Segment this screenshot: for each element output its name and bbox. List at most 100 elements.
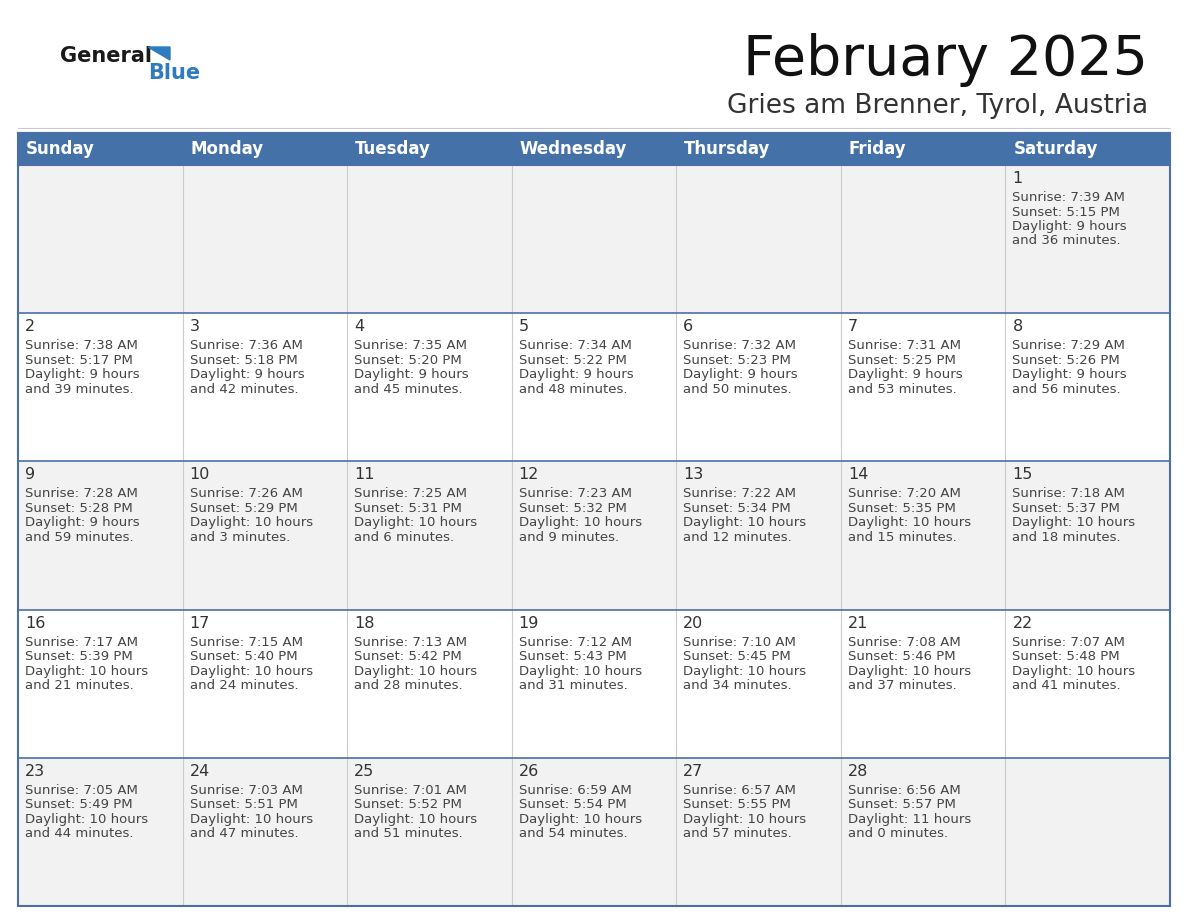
Text: Friday: Friday <box>849 140 906 158</box>
Text: 10: 10 <box>190 467 210 482</box>
Text: Daylight: 9 hours: Daylight: 9 hours <box>683 368 798 381</box>
Bar <box>676 313 841 462</box>
Text: Sunset: 5:37 PM: Sunset: 5:37 PM <box>1012 502 1120 515</box>
Text: and 41 minutes.: and 41 minutes. <box>1012 679 1121 692</box>
Text: Sunset: 5:48 PM: Sunset: 5:48 PM <box>1012 650 1120 663</box>
Text: 23: 23 <box>25 764 45 778</box>
Bar <box>512 313 676 462</box>
Text: Sunset: 5:20 PM: Sunset: 5:20 PM <box>354 353 462 366</box>
Text: Wednesday: Wednesday <box>519 140 627 158</box>
Text: Sunset: 5:29 PM: Sunset: 5:29 PM <box>190 502 297 515</box>
Text: 6: 6 <box>683 319 694 334</box>
Text: Daylight: 9 hours: Daylight: 9 hours <box>1012 368 1127 381</box>
Bar <box>347 313 512 462</box>
Text: Sunrise: 7:28 AM: Sunrise: 7:28 AM <box>25 487 138 500</box>
Text: 8: 8 <box>1012 319 1023 334</box>
Text: 3: 3 <box>190 319 200 334</box>
Text: Sunrise: 7:31 AM: Sunrise: 7:31 AM <box>848 339 961 353</box>
Text: and 15 minutes.: and 15 minutes. <box>848 531 956 543</box>
Text: 2: 2 <box>25 319 36 334</box>
Text: and 44 minutes.: and 44 minutes. <box>25 827 133 840</box>
Bar <box>183 165 347 313</box>
Text: 26: 26 <box>519 764 539 778</box>
Text: Daylight: 10 hours: Daylight: 10 hours <box>519 665 642 677</box>
Text: Daylight: 10 hours: Daylight: 10 hours <box>25 812 148 826</box>
Text: Sunset: 5:25 PM: Sunset: 5:25 PM <box>848 353 955 366</box>
Text: Sunset: 5:55 PM: Sunset: 5:55 PM <box>683 799 791 812</box>
Text: and 24 minutes.: and 24 minutes. <box>190 679 298 692</box>
Text: Sunset: 5:18 PM: Sunset: 5:18 PM <box>190 353 297 366</box>
Text: Sunset: 5:22 PM: Sunset: 5:22 PM <box>519 353 626 366</box>
Text: 25: 25 <box>354 764 374 778</box>
Text: Sunset: 5:40 PM: Sunset: 5:40 PM <box>190 650 297 663</box>
Bar <box>18 757 183 906</box>
Text: and 53 minutes.: and 53 minutes. <box>848 383 956 396</box>
Text: 28: 28 <box>848 764 868 778</box>
Bar <box>347 757 512 906</box>
Bar <box>18 133 1170 906</box>
Text: Sunrise: 7:18 AM: Sunrise: 7:18 AM <box>1012 487 1125 500</box>
Bar <box>18 133 1170 165</box>
Text: and 37 minutes.: and 37 minutes. <box>848 679 956 692</box>
Text: 16: 16 <box>25 616 45 631</box>
Text: Sunset: 5:45 PM: Sunset: 5:45 PM <box>683 650 791 663</box>
Bar <box>1005 757 1170 906</box>
Text: Daylight: 10 hours: Daylight: 10 hours <box>683 517 807 530</box>
Text: and 39 minutes.: and 39 minutes. <box>25 383 133 396</box>
Text: February 2025: February 2025 <box>742 33 1148 87</box>
Text: 20: 20 <box>683 616 703 631</box>
Text: Daylight: 11 hours: Daylight: 11 hours <box>848 812 971 826</box>
Text: Sunrise: 7:20 AM: Sunrise: 7:20 AM <box>848 487 961 500</box>
Text: Monday: Monday <box>190 140 264 158</box>
Text: and 59 minutes.: and 59 minutes. <box>25 531 133 543</box>
Text: 15: 15 <box>1012 467 1032 482</box>
Text: Sunrise: 7:34 AM: Sunrise: 7:34 AM <box>519 339 632 353</box>
Text: Sunset: 5:28 PM: Sunset: 5:28 PM <box>25 502 133 515</box>
Text: Sunrise: 7:23 AM: Sunrise: 7:23 AM <box>519 487 632 500</box>
Text: Sunrise: 7:25 AM: Sunrise: 7:25 AM <box>354 487 467 500</box>
Text: and 51 minutes.: and 51 minutes. <box>354 827 463 840</box>
Bar <box>512 757 676 906</box>
Text: Daylight: 9 hours: Daylight: 9 hours <box>848 368 962 381</box>
Text: Sunrise: 7:39 AM: Sunrise: 7:39 AM <box>1012 191 1125 204</box>
Bar <box>347 610 512 757</box>
Text: and 18 minutes.: and 18 minutes. <box>1012 531 1121 543</box>
Bar <box>841 757 1005 906</box>
Text: Sunrise: 7:08 AM: Sunrise: 7:08 AM <box>848 635 961 649</box>
Text: Sunset: 5:49 PM: Sunset: 5:49 PM <box>25 799 133 812</box>
Text: and 34 minutes.: and 34 minutes. <box>683 679 792 692</box>
Text: Sunset: 5:57 PM: Sunset: 5:57 PM <box>848 799 955 812</box>
Text: Sunset: 5:42 PM: Sunset: 5:42 PM <box>354 650 462 663</box>
Text: and 28 minutes.: and 28 minutes. <box>354 679 463 692</box>
Text: Tuesday: Tuesday <box>355 140 431 158</box>
Text: and 56 minutes.: and 56 minutes. <box>1012 383 1121 396</box>
Bar <box>18 165 183 313</box>
Text: Sunrise: 7:15 AM: Sunrise: 7:15 AM <box>190 635 303 649</box>
Text: Sunrise: 7:10 AM: Sunrise: 7:10 AM <box>683 635 796 649</box>
Text: 22: 22 <box>1012 616 1032 631</box>
Bar <box>676 757 841 906</box>
Text: Sunset: 5:35 PM: Sunset: 5:35 PM <box>848 502 955 515</box>
Text: 4: 4 <box>354 319 365 334</box>
Text: Sunrise: 7:05 AM: Sunrise: 7:05 AM <box>25 784 138 797</box>
Text: Daylight: 10 hours: Daylight: 10 hours <box>190 665 312 677</box>
Bar <box>841 313 1005 462</box>
Text: Sunrise: 7:07 AM: Sunrise: 7:07 AM <box>1012 635 1125 649</box>
Text: 19: 19 <box>519 616 539 631</box>
Text: Daylight: 10 hours: Daylight: 10 hours <box>519 517 642 530</box>
Text: Sunrise: 6:59 AM: Sunrise: 6:59 AM <box>519 784 632 797</box>
Text: Daylight: 9 hours: Daylight: 9 hours <box>1012 220 1127 233</box>
Text: Sunrise: 7:17 AM: Sunrise: 7:17 AM <box>25 635 138 649</box>
Text: Daylight: 9 hours: Daylight: 9 hours <box>519 368 633 381</box>
Bar <box>18 610 183 757</box>
Text: 27: 27 <box>683 764 703 778</box>
Text: Sunset: 5:46 PM: Sunset: 5:46 PM <box>848 650 955 663</box>
Text: 13: 13 <box>683 467 703 482</box>
Text: and 3 minutes.: and 3 minutes. <box>190 531 290 543</box>
Text: and 9 minutes.: and 9 minutes. <box>519 531 619 543</box>
Text: Daylight: 10 hours: Daylight: 10 hours <box>25 665 148 677</box>
Text: and 21 minutes.: and 21 minutes. <box>25 679 134 692</box>
Text: Sunday: Sunday <box>26 140 95 158</box>
Text: 24: 24 <box>190 764 210 778</box>
Text: Daylight: 10 hours: Daylight: 10 hours <box>190 517 312 530</box>
